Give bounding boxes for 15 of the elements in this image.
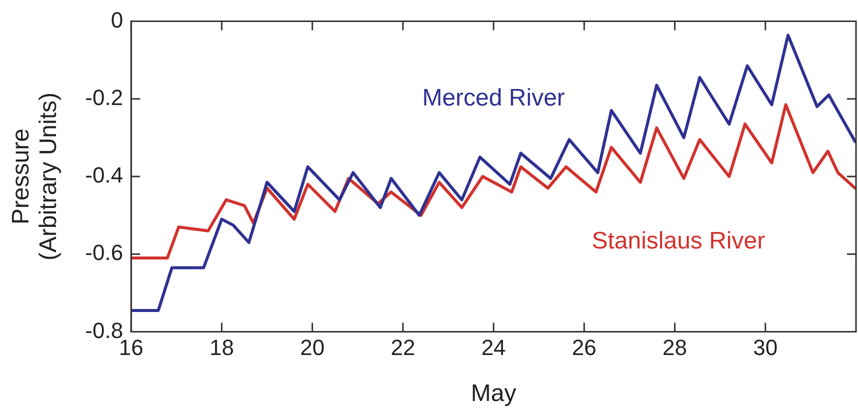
x-tick-label: 22 xyxy=(390,335,416,360)
x-axis-title: May xyxy=(470,380,516,408)
x-tick-label: 30 xyxy=(753,335,778,360)
series-label: Merced River xyxy=(422,84,565,112)
x-tick-label: 26 xyxy=(572,335,596,360)
y-tick-label: 0 xyxy=(110,7,124,32)
y-axis-title: Pressure (Arbitrary Units) xyxy=(7,92,62,261)
x-tick-label: 24 xyxy=(481,335,506,360)
y-tick-label: -0.6 xyxy=(85,240,124,266)
y-tick-label: -0.4 xyxy=(85,162,124,188)
y-tick-label: -0.2 xyxy=(85,84,124,110)
series-label: Stanislaus River xyxy=(592,227,766,254)
x-tick-label: 20 xyxy=(300,335,325,360)
x-tick-label: 28 xyxy=(662,335,688,360)
x-tick-label: 18 xyxy=(209,335,234,360)
